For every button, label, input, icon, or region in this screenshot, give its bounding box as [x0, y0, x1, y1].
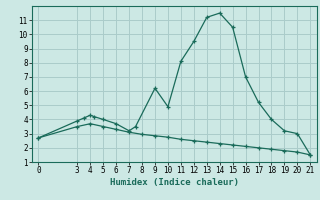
- X-axis label: Humidex (Indice chaleur): Humidex (Indice chaleur): [110, 178, 239, 187]
